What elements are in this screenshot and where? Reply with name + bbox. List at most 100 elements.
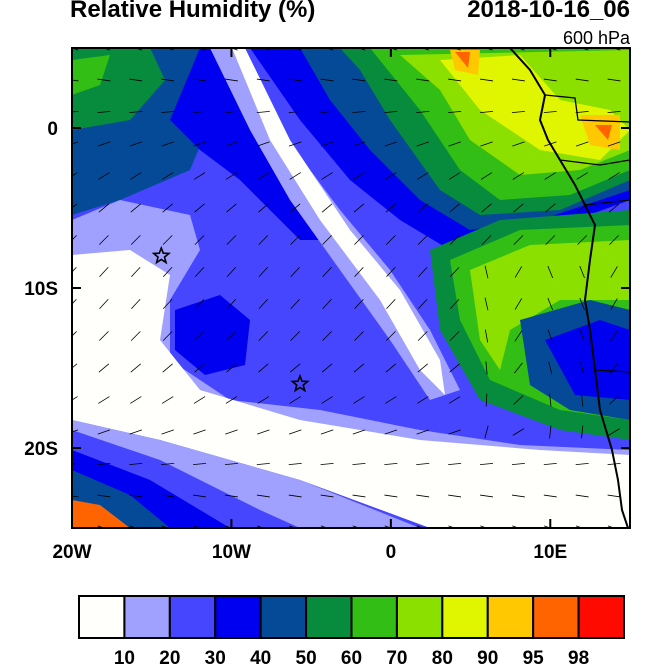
wind-barb <box>288 429 302 435</box>
colorbar-label: 95 <box>523 648 545 667</box>
wind-barb <box>386 266 396 278</box>
wind-barb <box>320 494 334 498</box>
wind-barb <box>193 463 207 465</box>
wind-barb <box>262 48 270 51</box>
wind-barb <box>416 396 429 404</box>
colorbar-label: 30 <box>205 648 226 667</box>
colorbar-swatch <box>395 595 444 639</box>
wind-barb <box>226 203 237 213</box>
wind-barb <box>416 78 430 82</box>
wind-barb <box>575 111 589 113</box>
wind-barb <box>607 141 621 147</box>
wind-barb <box>225 172 238 180</box>
wind-barb <box>581 393 584 407</box>
country-borders <box>544 94 630 373</box>
wind-barb <box>511 463 525 465</box>
wind-barb <box>97 494 111 498</box>
wind-barb <box>417 363 428 373</box>
wind-barb <box>449 266 460 278</box>
wind-barb <box>161 525 169 528</box>
wind-barb <box>354 266 364 278</box>
wind-barb <box>256 111 270 113</box>
colorbar-swatch <box>123 595 171 639</box>
wind-barb <box>514 298 523 310</box>
wind-barb <box>194 266 205 278</box>
wind-barb <box>134 48 143 51</box>
wind-barb <box>513 395 524 405</box>
wind-barb <box>416 111 430 113</box>
wind-barb <box>98 172 110 180</box>
wind-barb <box>353 172 365 180</box>
wind-barb <box>545 203 556 213</box>
wind-barb <box>576 172 588 180</box>
wind-barb <box>549 393 552 407</box>
wind-barb <box>293 48 302 51</box>
wind-barb <box>258 266 269 278</box>
wind-barb <box>97 141 111 147</box>
wind-barb <box>256 463 270 465</box>
wind-barb <box>547 265 554 279</box>
wind-barb <box>384 429 398 435</box>
wind-barb <box>258 235 269 245</box>
wind-barb <box>289 396 301 404</box>
colorbar-swatch <box>168 595 217 639</box>
wind-barb <box>193 494 207 498</box>
wind-barb <box>607 111 621 113</box>
wind-barb <box>322 331 332 341</box>
wind-barb <box>384 463 398 465</box>
wind-barb <box>162 203 173 213</box>
wind-barb <box>162 235 173 245</box>
y-tick-label: 20S <box>24 439 58 460</box>
wind-barb <box>131 298 141 310</box>
wind-barb <box>322 266 332 278</box>
wind-barb <box>129 141 143 147</box>
wind-barb <box>514 266 523 278</box>
valid-time: 2018-10-16_06 <box>467 0 630 23</box>
wind-barb <box>161 429 174 435</box>
wind-barb <box>385 172 397 180</box>
wind-barb <box>290 266 300 278</box>
wind-barb <box>607 525 616 528</box>
humidity-field <box>72 48 630 528</box>
colorbar-swatch <box>486 595 535 639</box>
colorbar-label: 60 <box>341 648 362 667</box>
wind-barb <box>194 203 205 213</box>
wind-barb <box>194 298 205 310</box>
wind-barb <box>384 141 398 147</box>
wind-barb <box>99 298 109 310</box>
wind-barb <box>512 525 520 528</box>
wind-barb <box>449 331 460 341</box>
wind-barb <box>448 111 462 113</box>
rh-10-20-band <box>72 250 630 528</box>
wind-barbs <box>72 48 621 528</box>
wind-barb <box>131 266 141 278</box>
wind-barb <box>162 363 173 373</box>
rh-40-50-center <box>175 295 250 375</box>
wind-barb <box>193 172 206 180</box>
wind-barb <box>193 396 206 404</box>
wind-barb <box>98 396 110 404</box>
wind-barb <box>226 266 237 278</box>
wind-barb <box>226 331 237 341</box>
wind-barb <box>72 203 78 209</box>
wind-barb <box>575 463 589 465</box>
rh-70-80-nw <box>72 55 110 95</box>
wind-barb <box>72 463 79 465</box>
wind-barb <box>543 78 557 82</box>
coastline <box>509 48 629 528</box>
y-tick-label: 10S <box>24 279 58 300</box>
wind-barb <box>548 361 553 375</box>
wind-barb <box>320 141 334 147</box>
wind-barb <box>448 172 461 180</box>
wind-barb <box>481 235 492 245</box>
wind-barb <box>72 396 78 401</box>
wind-barb <box>161 396 174 404</box>
wind-barb <box>193 141 206 147</box>
wind-barb <box>484 265 489 279</box>
wind-barb <box>98 203 110 213</box>
wind-barb <box>352 494 366 498</box>
wind-barb <box>514 330 523 342</box>
wind-barb <box>352 111 366 113</box>
rh-98-sw <box>72 500 130 528</box>
